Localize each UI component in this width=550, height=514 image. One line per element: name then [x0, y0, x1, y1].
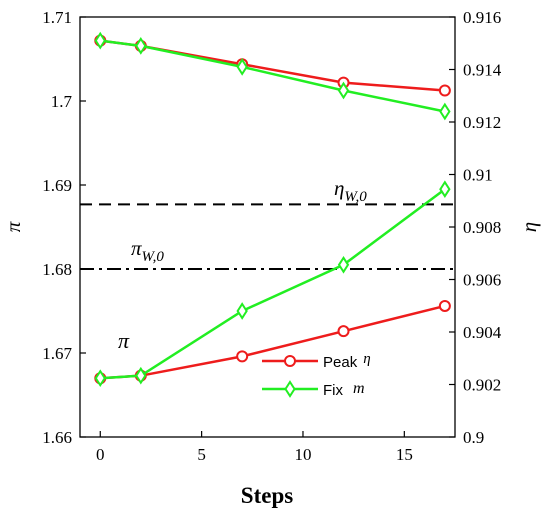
legend: Peak η Fix m	[262, 351, 371, 399]
peak-eta-left-point	[438, 299, 451, 312]
left-axis-title: π	[1, 221, 25, 232]
left-y-tick-label: 1.68	[42, 260, 72, 279]
legend-fix-label: Fix m	[323, 380, 365, 399]
fix-m-left-point	[236, 302, 248, 320]
left-y-tick-label: 1.71	[42, 8, 72, 27]
legend-peak-symbol: η	[363, 351, 370, 367]
fix-m-right-line	[100, 39, 446, 113]
right-y-tick-label: 0.906	[463, 271, 501, 290]
x-tick-label: 15	[396, 445, 413, 464]
pi-w0-label-sub: W,0	[142, 249, 165, 265]
legend-peak-word: Peak	[323, 354, 358, 371]
legend-fix-symbol: m	[353, 380, 365, 397]
right-y-tick-label: 0.912	[463, 113, 501, 132]
right-y-tick-label: 0.904	[463, 323, 502, 342]
x-tick-label: 0	[96, 445, 105, 464]
fix-m-right-point	[94, 31, 106, 50]
pi-annotation: π	[118, 328, 130, 353]
pi-w0-label: πW,0	[131, 236, 164, 265]
legend-peak-marker	[284, 355, 296, 367]
fix-m-left-point	[337, 255, 350, 274]
left-y-tick-label: 1.7	[51, 92, 73, 111]
left-y-tick-label: 1.69	[42, 176, 72, 195]
fix-m-right-point	[135, 37, 147, 55]
right-y-tick-label: 0.902	[463, 376, 501, 395]
reference-line-labels: ηW,0 πW,0	[131, 176, 367, 265]
right-y-tick-label: 0.908	[463, 218, 501, 237]
right-y-tick-label: 0.916	[463, 8, 501, 27]
legend-peak-label: Peak η	[323, 351, 371, 371]
right-y-tick-label: 0.914	[463, 61, 502, 80]
fix-m-left-point	[94, 369, 106, 388]
peak-eta-right-point	[438, 84, 451, 97]
series-layer	[94, 31, 451, 388]
peak-eta-left-point	[236, 350, 249, 363]
eta-w0-label-sub: W,0	[344, 189, 367, 205]
eta-w0-label-main: η	[334, 176, 344, 200]
fix-m-left-point	[135, 366, 147, 385]
peak-eta-left-point	[337, 325, 350, 338]
x-tick-label: 10	[294, 445, 311, 464]
plot-frame	[79, 16, 456, 438]
legend-fix-marker	[284, 380, 296, 398]
left-y-tick-label: 1.67	[42, 344, 72, 363]
fix-m-right-point	[236, 58, 248, 76]
fix-m-right-point	[439, 102, 451, 121]
x-tick-label: 5	[197, 445, 206, 464]
left-y-tick-label: 1.66	[42, 428, 72, 447]
fix-m-right-point	[337, 81, 350, 100]
pi-w0-label-main: π	[131, 236, 142, 260]
right-y-tick-label: 0.91	[463, 166, 493, 185]
eta-w0-label: ηW,0	[334, 176, 367, 205]
x-axis-title: Steps	[241, 483, 293, 508]
right-y-tick-label: 0.9	[463, 428, 484, 447]
reference-lines	[80, 203, 455, 270]
tick-layer: 0 5 10 15 1.66 1.67 1.68 1.69 1.7 1.71 0.9 0.902 0.9…	[42, 8, 502, 464]
fix-m-left-point	[439, 180, 451, 199]
legend-fix-word: Fix	[323, 382, 343, 399]
right-axis-title: η	[517, 222, 541, 232]
